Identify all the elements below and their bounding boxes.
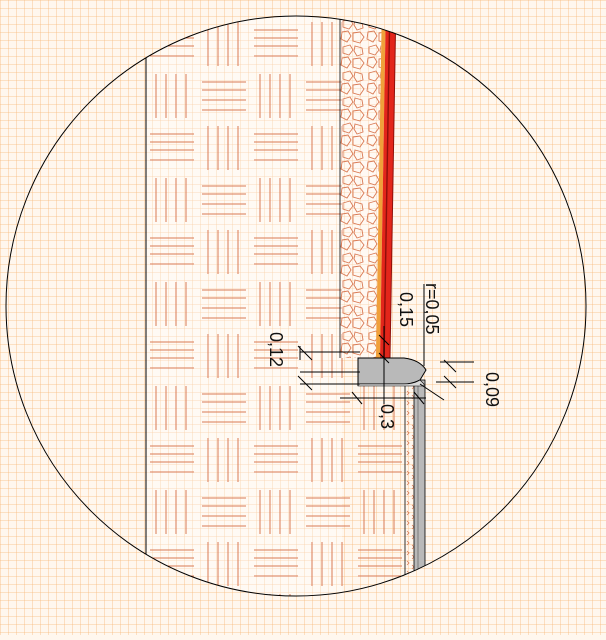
dim-radius: r=0,05 <box>422 283 442 335</box>
drip-profile <box>357 357 427 385</box>
dimension-lines <box>297 284 474 405</box>
insulation-layer <box>340 16 382 358</box>
dim-012: 0,12 <box>266 332 286 367</box>
lower-insulation-strip <box>405 384 414 596</box>
render-layer <box>380 16 396 358</box>
wall-weave-hatch <box>146 16 342 596</box>
dim-009: 0,09 <box>482 372 502 407</box>
dim-015: 0,15 <box>396 292 416 327</box>
detail-circle <box>5 15 587 597</box>
dim-03: 0,3 <box>377 404 397 429</box>
primer-layer <box>376 16 386 358</box>
